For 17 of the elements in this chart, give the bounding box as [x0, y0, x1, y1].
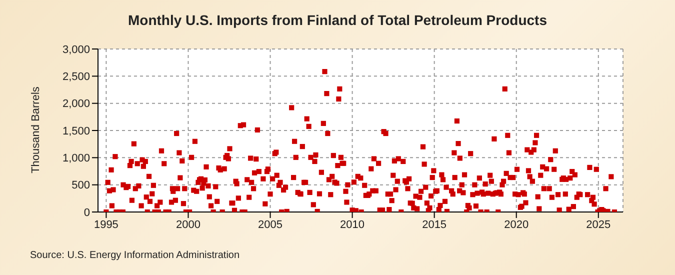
y-tick-label: 2,000	[62, 98, 90, 110]
y-tick-label: 3,000	[62, 44, 90, 56]
y-tick-label: 1,500	[62, 125, 90, 138]
x-tick-label: 2005	[258, 218, 283, 231]
y-tick-label: 1,000	[62, 152, 90, 165]
x-tick-label: 2015	[422, 218, 447, 231]
chart-title: Monthly U.S. Imports from Finland of Total Petroleum Products	[127, 12, 548, 28]
source-note: Source: U.S. Energy Information Administration	[30, 250, 240, 261]
y-axis-title: Thousand Barrels	[30, 86, 42, 174]
y-tick-label: 0	[84, 206, 90, 219]
y-tick-label: 500	[72, 180, 90, 192]
x-tick-label: 2020	[504, 218, 529, 231]
x-tick-label: 2025	[586, 218, 611, 231]
x-tick-label: 2010	[340, 218, 365, 231]
y-tick-label: 2,500	[62, 71, 90, 84]
x-tick-label: 1995	[94, 218, 118, 231]
x-tick-label: 2000	[176, 218, 200, 231]
